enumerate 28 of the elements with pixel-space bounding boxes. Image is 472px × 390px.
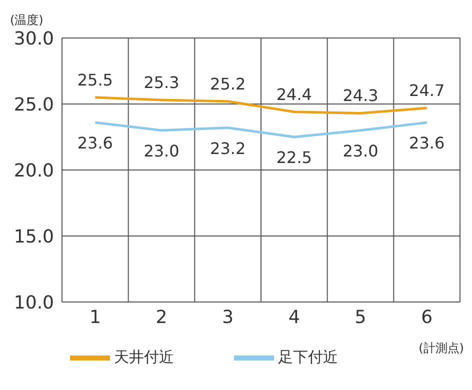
x-tick-label: 3 [222,306,234,328]
y-tick-label: 10.0 [14,292,54,314]
x-tick-label: 5 [354,306,366,328]
x-tick-label: 2 [156,306,168,328]
data-label: 23.0 [342,141,378,160]
legend-label: 天井付近 [114,348,174,366]
data-label: 25.2 [210,74,246,94]
y-axis-title: (温度) [10,12,44,29]
data-label: 23.0 [144,141,180,160]
y-tick-label: 25.0 [14,94,54,116]
data-label: 24.3 [342,86,378,106]
x-tick-label: 4 [288,306,300,328]
line-series [94,121,428,138]
data-label: 24.4 [276,84,312,104]
data-label: 25.3 [144,73,180,92]
x-axis-title: (計測点) [418,340,464,357]
legend-label: 足下付近 [278,348,338,366]
data-label: 23.6 [77,133,113,152]
y-tick-label: 30.0 [14,28,54,50]
x-tick-label: 1 [89,306,101,328]
data-label: 23.2 [210,138,246,158]
data-label: 25.5 [77,70,113,90]
data-label: 23.6 [409,133,445,152]
y-tick-label: 15.0 [14,226,54,248]
data-label: 24.7 [409,80,445,100]
y-tick-label: 20.0 [14,160,54,182]
x-tick-label: 6 [421,306,433,328]
data-label: 22.5 [276,148,312,167]
